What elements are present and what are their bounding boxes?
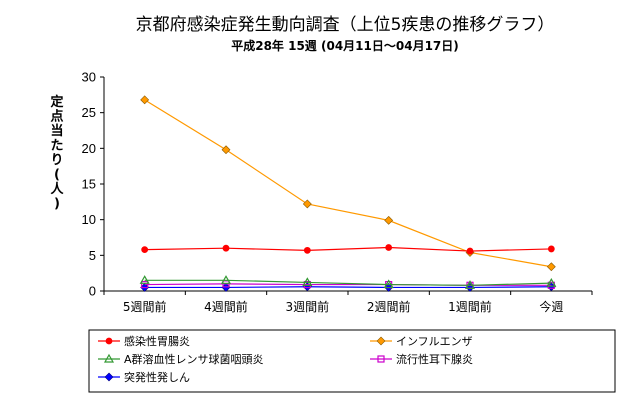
data-point (384, 215, 394, 225)
x-tick-label: 4週間前 (204, 299, 248, 314)
x-tick-label: 5週間前 (123, 299, 167, 314)
legend-item: A群溶血性レンサ球菌咽頭炎 (98, 352, 264, 366)
data-point (221, 145, 231, 155)
y-axis-label-char: り (50, 153, 63, 168)
legend-label: インフルエンザ (396, 335, 473, 348)
data-point (141, 246, 149, 254)
axes: 0 5 10 15 20 25 30 5週間前 4週間前 3週間前 2週間前 1週間前 今週 (82, 70, 593, 314)
series-line (144, 99, 552, 268)
chart-subtitle: 平成28年 15週 (04月11日～04月17日) (231, 38, 459, 53)
chart-title: 京都府感染症発生動向調査（上位5疾患の推移グラフ） (136, 15, 555, 35)
data-point (546, 262, 556, 272)
legend-item: 感染性胃腸炎 (98, 334, 190, 348)
legend-swatch-marker (105, 337, 113, 345)
data-point (302, 199, 312, 209)
series-1 (140, 95, 556, 272)
series-0 (141, 244, 555, 255)
legend-label: 流行性耳下腺炎 (396, 352, 473, 366)
legend-swatch-marker (376, 336, 386, 346)
series-line (144, 246, 552, 252)
y-axis-label-char: ) (54, 197, 60, 212)
y-axis-label-char: 当 (50, 123, 63, 139)
series-line (144, 286, 552, 289)
data-point (385, 244, 393, 251)
legend-label: 突発性発しん (124, 370, 190, 384)
y-tick-label: 30 (82, 70, 96, 85)
y-tick-label: 10 (82, 212, 96, 227)
y-tick-label: 20 (82, 141, 96, 156)
legend-item: インフルエンザ (370, 335, 473, 348)
y-axis-label-char: 人 (50, 181, 64, 197)
y-axis-label-char: 定 (49, 94, 63, 110)
data-point (383, 279, 394, 289)
x-tick-label: 2週間前 (367, 299, 411, 314)
y-axis-label-char: ( (54, 168, 60, 183)
y-tick-label: 15 (82, 177, 96, 192)
y-axis-label-char: 点 (50, 109, 63, 125)
y-tick-label: 25 (82, 105, 96, 120)
y-tick-label: 0 (89, 284, 96, 299)
y-tick-label: 5 (89, 248, 96, 263)
legend-item: 突発性発しん (98, 370, 190, 384)
legend-swatch-marker (377, 355, 385, 363)
data-point (141, 280, 149, 289)
legend-label: 感染性胃腸炎 (124, 334, 190, 348)
series-2 (139, 275, 557, 289)
x-tick-label: 1週間前 (448, 299, 492, 314)
legend-box (88, 329, 616, 393)
legend-label: A群溶血性レンサ球菌咽頭炎 (124, 352, 264, 366)
x-tick-label: 今週 (539, 299, 563, 314)
legend-swatch-marker (104, 372, 114, 382)
data-point (466, 247, 474, 255)
data-point (303, 246, 311, 254)
data-point (140, 95, 150, 105)
x-tick-label: 3週間前 (286, 299, 330, 314)
data-point (222, 244, 230, 252)
y-axis-label-char: た (50, 139, 63, 154)
legend-item: 流行性耳下腺炎 (370, 352, 473, 366)
data-point (547, 245, 555, 253)
data-point (220, 275, 232, 284)
data-point (546, 277, 557, 287)
data-point (302, 277, 313, 287)
data-point (139, 275, 150, 284)
data-point (464, 280, 476, 289)
legend-swatch-marker (103, 353, 115, 363)
series-group (139, 95, 557, 292)
series-line (144, 279, 552, 286)
